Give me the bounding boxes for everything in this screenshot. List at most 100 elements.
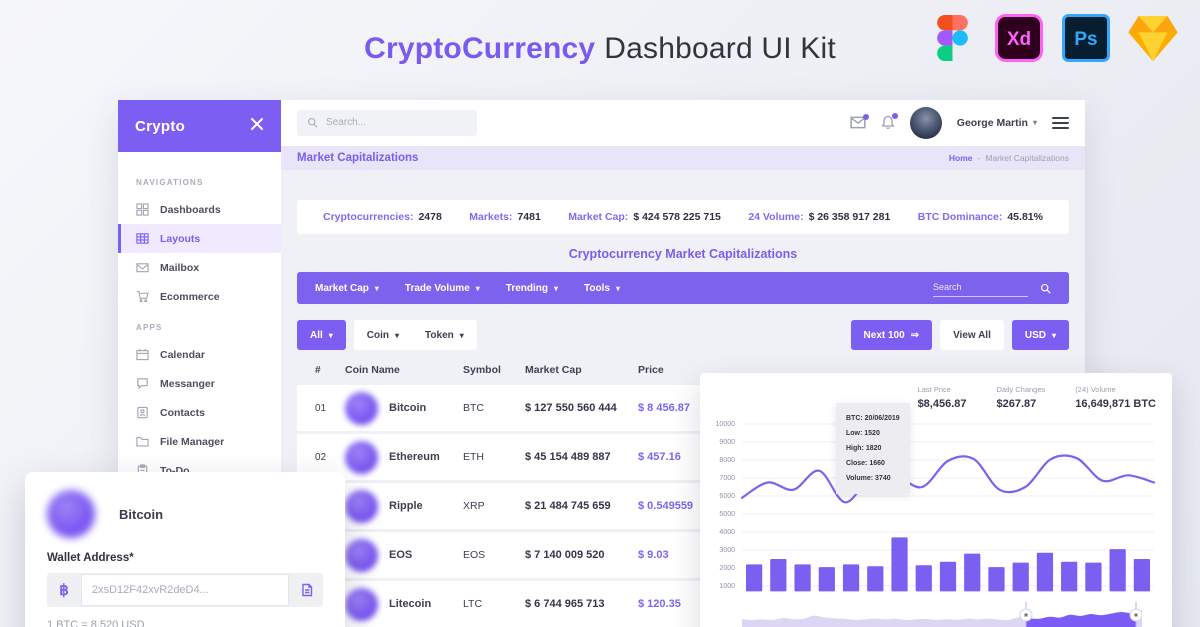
sidebar-section-navigations: NAVIGATIONS xyxy=(136,178,204,187)
currency-usd-button[interactable]: USD ▾ xyxy=(1011,320,1069,350)
pagebar: Market Capitalizations Home - Market Cap… xyxy=(281,145,1085,170)
messages-button[interactable] xyxy=(850,114,869,129)
svg-text:4000: 4000 xyxy=(719,529,735,536)
svg-text:2000: 2000 xyxy=(719,565,735,572)
filter-all-button[interactable]: All ▾ xyxy=(297,320,346,350)
svg-text:3000: 3000 xyxy=(719,547,735,554)
price-volume-chart[interactable]: 10000 9000 8000 7000 6000 5000 4000 3000 2000 100… xyxy=(706,416,1166,602)
table-section-title: Cryptocurrency Market Capitalizations xyxy=(568,247,798,261)
stat-markets: Markets: 7481 xyxy=(469,211,541,223)
bell-icon xyxy=(881,116,895,130)
coin-icon xyxy=(345,538,378,572)
envelope-icon xyxy=(136,263,149,273)
notification-dot xyxy=(891,113,898,120)
table-header: # Coin Name Symbol Market Cap Price xyxy=(297,358,1069,382)
chevron-down-icon: ▾ xyxy=(1032,118,1037,128)
coin-icon xyxy=(345,489,378,523)
sidebar-item-label: Ecommerce xyxy=(160,290,220,303)
menu-trade-volume[interactable]: Trade Volume xyxy=(405,283,480,294)
sidebar-item-label: Contacts xyxy=(160,406,205,419)
sidebar-item-label: Dashboards xyxy=(160,203,221,216)
breadcrumb: Home - Market Capitalizations xyxy=(949,153,1069,163)
menu-trending[interactable]: Trending xyxy=(506,283,558,294)
filter-toolbar: Market Cap Trade Volume Trending Tools xyxy=(297,272,1069,304)
col-price: Price xyxy=(638,364,664,376)
filter-coin-button[interactable]: Coin ▾ xyxy=(353,320,413,350)
stat-market-cap: Market Cap: $ 424 578 225 715 xyxy=(568,211,721,223)
breadcrumb-home[interactable]: Home xyxy=(948,152,973,163)
breadcrumb-separator: - xyxy=(977,152,981,163)
coin-icon xyxy=(345,587,378,621)
sidebar-item-dashboards[interactable]: Dashboards xyxy=(118,195,281,224)
sidebar-section-apps: APPS xyxy=(136,323,163,332)
bitcoin-coin-icon xyxy=(47,490,95,538)
col-symbol: Symbol xyxy=(463,364,501,376)
sidebar-item-contacts[interactable]: Contacts xyxy=(118,398,281,427)
menu-market-cap[interactable]: Market Cap xyxy=(315,283,379,294)
filter-token-button[interactable]: Token ▾ xyxy=(412,320,477,350)
stat-daily-changes: Daily Changes $267.87 xyxy=(996,385,1046,410)
col-coin-name: Coin Name xyxy=(345,364,400,376)
sidebar-item-messanger[interactable]: Messanger xyxy=(118,369,281,398)
search-input[interactable] xyxy=(326,117,456,129)
view-all-button[interactable]: View All xyxy=(940,320,1004,350)
tools-icon[interactable] xyxy=(250,117,264,135)
breadcrumb-current: Market Capitalizations xyxy=(985,152,1069,163)
btc-usd-rate: 1 BTC = 8,520 USD xyxy=(47,619,145,627)
chat-icon xyxy=(137,378,148,390)
sidebar-item-layouts[interactable]: Layouts xyxy=(118,224,281,253)
folder-icon xyxy=(136,437,149,447)
section-heading: Market Capitalizations xyxy=(297,151,419,164)
chart-tooltip: BTC: 20/06/2019 Low: 1520 High: 1820 Clo… xyxy=(836,403,910,495)
wallet-card: Bitcoin Wallet Address* ฿ 1 BTC = 8,520 … xyxy=(25,472,345,627)
stat-24-volume: 24 Volume: $ 26 358 917 281 xyxy=(748,211,891,223)
stat-last-price: Last Price $8,456.87 xyxy=(917,385,967,410)
sidebar-item-label: Mailbox xyxy=(160,261,200,274)
search-icon xyxy=(308,118,318,128)
col-market-cap: Market Cap xyxy=(525,364,582,376)
sidebar-item-calendar[interactable]: Calendar xyxy=(118,340,281,369)
calendar-icon xyxy=(136,348,149,361)
market-stats-bar: Cryptocurrencies: 2478 Markets: 7481 Marke… xyxy=(297,200,1069,234)
svg-text:Ps: Ps xyxy=(1074,29,1097,50)
grid-icon xyxy=(136,203,149,216)
bitcoin-glyph-icon: ฿ xyxy=(59,582,69,599)
stat-24-volume: (24) Volume 16,649,871 BTC xyxy=(1075,385,1156,410)
page-title-rest: Dashboard UI Kit xyxy=(604,32,836,65)
user-menu[interactable]: George Martin ▾ xyxy=(957,117,1037,129)
svg-text:6000: 6000 xyxy=(719,493,735,500)
toolbar-search-input[interactable] xyxy=(933,279,1028,297)
svg-text:5000: 5000 xyxy=(719,511,735,518)
chart-stats: Last Price $8,456.87 Daily Changes $267.87… xyxy=(918,385,1156,410)
search-icon[interactable] xyxy=(1040,283,1051,294)
wallet-address-input[interactable] xyxy=(81,574,289,606)
photoshop-icon: Ps xyxy=(1061,13,1111,63)
menu-tools[interactable]: Tools xyxy=(584,283,620,294)
paste-icon[interactable] xyxy=(289,573,323,607)
notifications-button[interactable] xyxy=(881,113,898,130)
page-title-brand: CryptoCurrency xyxy=(364,32,596,65)
mail-icon xyxy=(850,116,866,129)
contact-card-icon xyxy=(137,406,148,419)
wallet-coin-title: Bitcoin xyxy=(119,506,164,522)
sidebar-item-ecommerce[interactable]: Ecommerce xyxy=(118,282,281,311)
page-title: CryptoCurrency Dashboard UI Kit xyxy=(0,32,1200,66)
coin-icon xyxy=(345,391,378,425)
figma-icon xyxy=(927,13,977,63)
range-navigator[interactable] xyxy=(742,602,1142,627)
sidebar-item-mailbox[interactable]: Mailbox xyxy=(118,253,281,282)
design-tool-icons: Xd Ps xyxy=(927,13,1178,63)
btc-chart-panel: Last Price $8,456.87 Daily Changes $267.87… xyxy=(700,373,1172,627)
avatar[interactable] xyxy=(909,106,942,139)
sidebar-item-label: Calendar xyxy=(160,348,205,361)
sketch-icon xyxy=(1128,13,1178,63)
topbar-search[interactable] xyxy=(297,109,477,136)
sidebar-item-file-manager[interactable]: File Manager xyxy=(118,427,281,456)
next-100-button[interactable]: Next 100 ⇒ xyxy=(850,320,933,350)
stat-cryptocurrencies: Cryptocurrencies: 2478 xyxy=(323,211,442,223)
menu-button[interactable] xyxy=(1052,116,1069,129)
col-num: # xyxy=(315,364,321,376)
table-icon xyxy=(136,233,149,244)
svg-text:1000: 1000 xyxy=(719,583,735,590)
